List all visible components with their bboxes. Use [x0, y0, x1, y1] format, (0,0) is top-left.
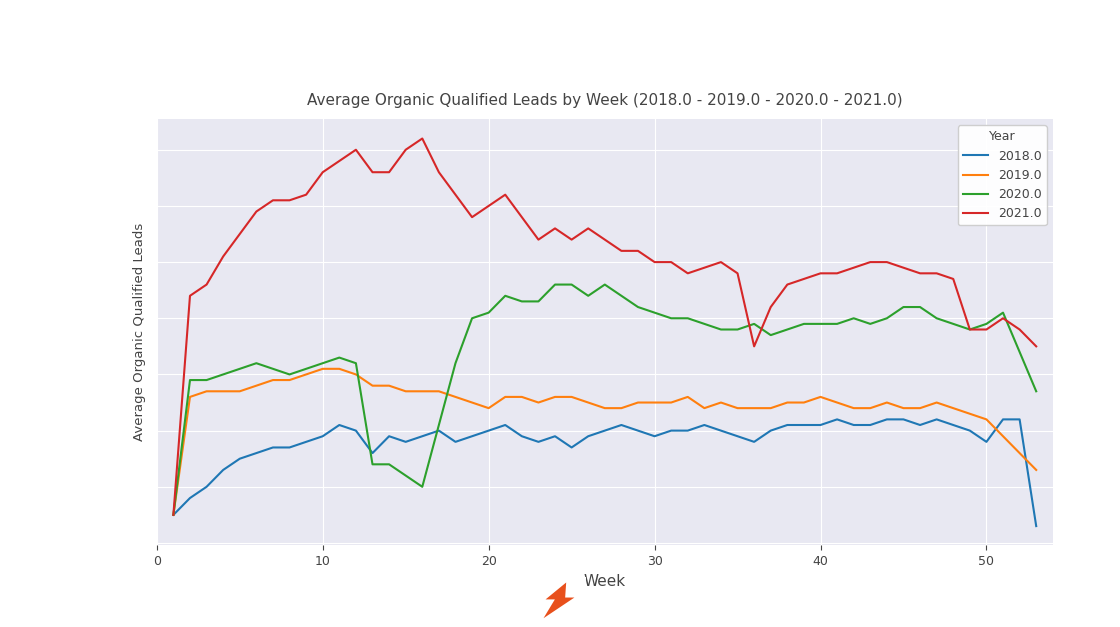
Polygon shape — [543, 582, 575, 618]
Legend: 2018.0, 2019.0, 2020.0, 2021.0: 2018.0, 2019.0, 2020.0, 2021.0 — [958, 125, 1046, 225]
2019.0 — [731, 404, 745, 412]
2020.0 — [1029, 387, 1043, 395]
2020.0 — [731, 326, 745, 334]
2019.0 — [316, 365, 329, 372]
2021.0 — [847, 264, 860, 271]
Y-axis label: Average Organic Qualified Leads: Average Organic Qualified Leads — [133, 223, 147, 441]
2021.0 — [416, 135, 429, 142]
2018.0 — [830, 416, 843, 423]
2021.0 — [1029, 342, 1043, 350]
2018.0 — [664, 427, 678, 435]
2020.0 — [847, 315, 860, 322]
2020.0 — [167, 511, 180, 519]
2021.0 — [731, 270, 745, 277]
2018.0 — [681, 427, 694, 435]
Line: 2020.0: 2020.0 — [174, 285, 1036, 515]
2021.0 — [946, 275, 960, 283]
2020.0 — [549, 281, 562, 288]
Title: Average Organic Qualified Leads by Week (2018.0 - 2019.0 - 2020.0 - 2021.0): Average Organic Qualified Leads by Week … — [307, 93, 903, 108]
2018.0 — [847, 421, 860, 429]
2018.0 — [715, 427, 728, 435]
Line: 2019.0: 2019.0 — [174, 369, 1036, 515]
2019.0 — [416, 387, 429, 395]
FancyBboxPatch shape — [531, 574, 589, 627]
2019.0 — [847, 404, 860, 412]
Line: 2021.0: 2021.0 — [174, 139, 1036, 515]
2018.0 — [1029, 522, 1043, 530]
2019.0 — [946, 404, 960, 412]
2019.0 — [698, 404, 711, 412]
2019.0 — [1029, 466, 1043, 473]
2021.0 — [399, 146, 412, 154]
2021.0 — [167, 511, 180, 519]
X-axis label: Week: Week — [584, 574, 626, 589]
2019.0 — [167, 511, 180, 519]
2020.0 — [399, 472, 412, 479]
2021.0 — [698, 264, 711, 271]
2020.0 — [946, 320, 960, 328]
2018.0 — [167, 511, 180, 519]
2021.0 — [681, 270, 694, 277]
Line: 2018.0: 2018.0 — [174, 419, 1036, 526]
2020.0 — [698, 320, 711, 328]
2018.0 — [399, 438, 412, 446]
2019.0 — [681, 393, 694, 401]
2018.0 — [946, 421, 960, 429]
2020.0 — [681, 315, 694, 322]
